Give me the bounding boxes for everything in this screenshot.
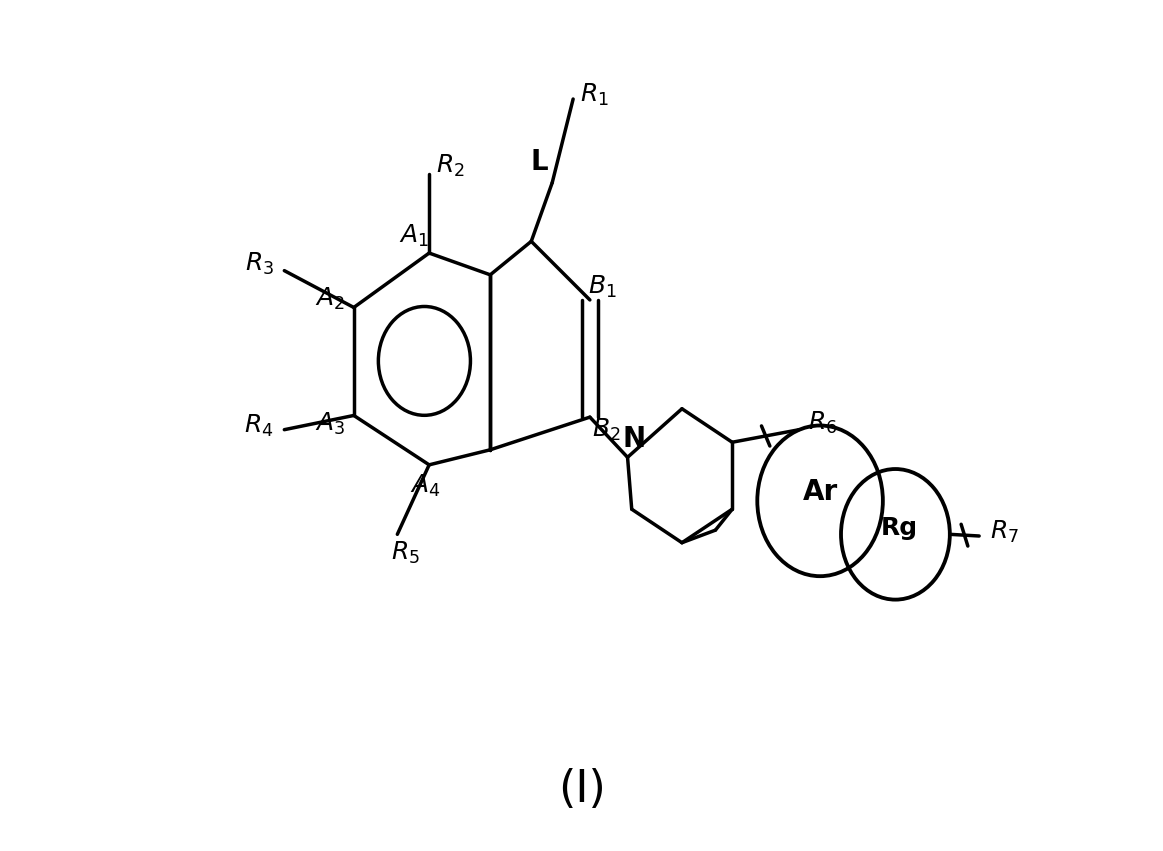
Text: $A_4$: $A_4$ [409,472,441,499]
Text: $R_3$: $R_3$ [244,251,273,277]
Text: $A_1$: $A_1$ [399,223,429,249]
Text: $R_1$: $R_1$ [579,82,608,108]
Text: N: N [622,425,645,453]
Text: L: L [530,148,549,176]
Text: $R_4$: $R_4$ [244,413,274,438]
Text: $R_5$: $R_5$ [391,540,420,566]
Text: (Ⅰ): (Ⅰ) [557,768,606,811]
Text: $A_2$: $A_2$ [315,286,345,312]
Text: $B_1$: $B_1$ [588,274,616,300]
Text: $R_6$: $R_6$ [808,410,837,436]
Text: Ar: Ar [802,478,837,506]
Text: Rg: Rg [882,516,918,540]
Text: $A_3$: $A_3$ [315,411,345,437]
Text: $R_7$: $R_7$ [990,519,1019,545]
Text: $R_2$: $R_2$ [436,153,464,179]
Text: $B_2$: $B_2$ [592,417,621,443]
